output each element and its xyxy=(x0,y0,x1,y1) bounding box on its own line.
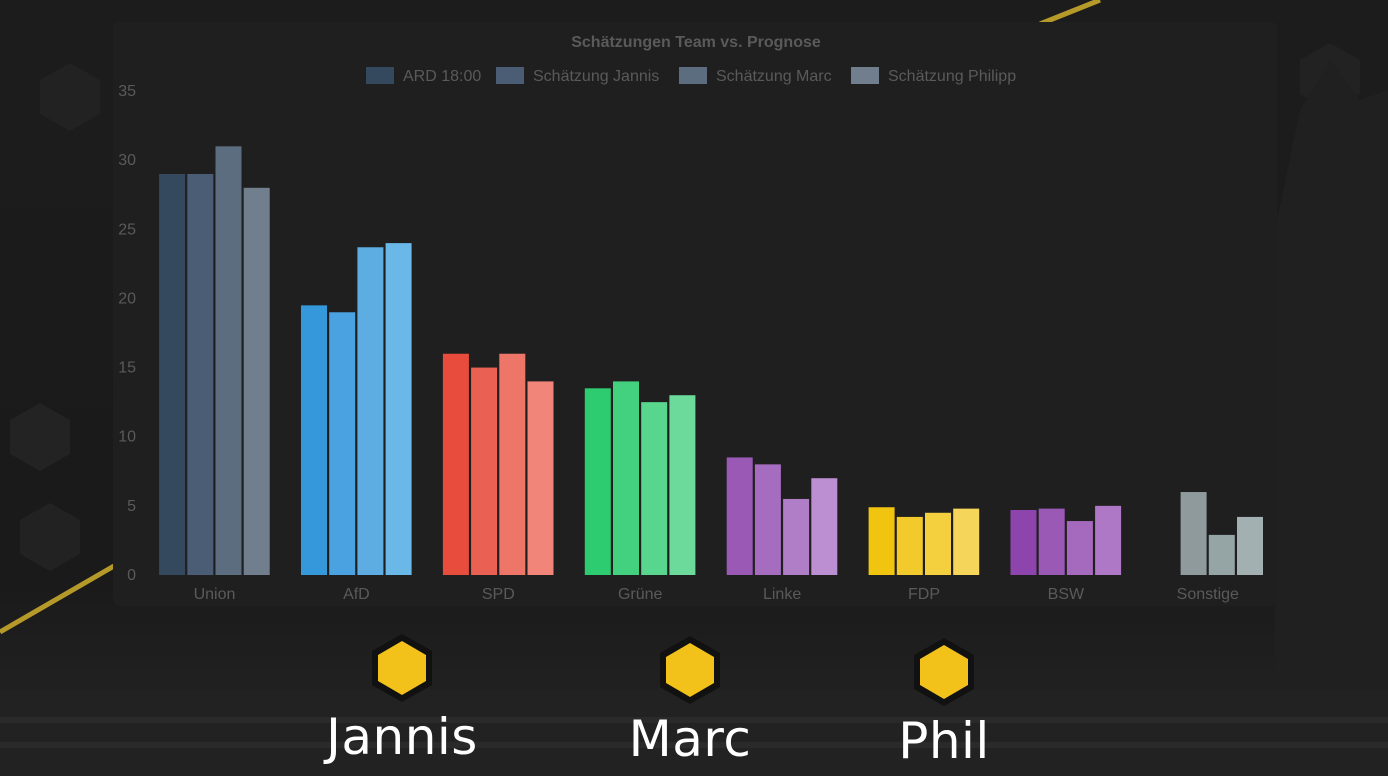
bar-linke-3[interactable] xyxy=(783,498,810,575)
bar-grüne-3[interactable] xyxy=(641,402,668,575)
legend-label-3[interactable]: Schätzung Marc xyxy=(716,68,832,85)
bar-spd-4[interactable] xyxy=(527,381,554,575)
x-tick-label: Grüne xyxy=(618,586,663,603)
legend-label-4[interactable]: Schätzung Philipp xyxy=(888,68,1016,85)
bar-linke-4[interactable] xyxy=(811,478,838,575)
x-tick-label: FDP xyxy=(908,586,940,603)
bar-afd-1[interactable] xyxy=(301,305,327,575)
y-tick-label: 25 xyxy=(118,221,136,238)
bar-sonstige-3[interactable] xyxy=(1208,534,1235,575)
chart-legend: ARD 18:00 Schätzung Jannis Schätzung Marc S… xyxy=(366,67,1016,85)
legend-swatch-3[interactable] xyxy=(679,67,707,84)
legend-swatch-4[interactable] xyxy=(851,67,879,84)
bar-afd-4[interactable] xyxy=(385,243,412,575)
x-tick-label: Linke xyxy=(763,586,801,603)
y-tick-label: 30 xyxy=(118,152,136,169)
x-axis: Union AfD SPD Grüne Linke FDP BSW Sonstige xyxy=(194,586,1239,603)
bar-fdp-3[interactable] xyxy=(925,512,951,575)
bar-sonstige-2[interactable] xyxy=(1180,492,1207,575)
bar-afd-2[interactable] xyxy=(329,312,356,575)
bar-union-2[interactable] xyxy=(187,173,214,575)
y-tick-label: 20 xyxy=(118,290,136,307)
bar-union-4[interactable] xyxy=(243,187,270,576)
bar-spd-3[interactable] xyxy=(499,353,526,575)
bar-bsw-1[interactable] xyxy=(1010,510,1037,575)
y-tick-label: 35 xyxy=(118,83,136,100)
x-tick-label: SPD xyxy=(482,586,515,603)
legend-label-1[interactable]: ARD 18:00 xyxy=(403,68,481,85)
x-tick-label: BSW xyxy=(1048,586,1085,603)
bar-grüne-1[interactable] xyxy=(584,388,611,575)
y-tick-label: 5 xyxy=(127,498,136,515)
bar-bsw-3[interactable] xyxy=(1066,521,1093,575)
bar-sonstige-4[interactable] xyxy=(1237,516,1263,575)
bar-union-3[interactable] xyxy=(215,146,242,576)
y-tick-label: 10 xyxy=(118,429,136,446)
bar-grüne-4[interactable] xyxy=(669,395,696,575)
y-axis: 0 5 10 15 20 25 30 35 xyxy=(118,83,136,584)
bar-union-1[interactable] xyxy=(159,173,186,575)
bar-fdp-2[interactable] xyxy=(896,516,923,575)
bars xyxy=(159,146,1263,576)
hex-badge-icon xyxy=(914,638,974,706)
bar-bsw-4[interactable] xyxy=(1095,505,1122,575)
y-tick-label: 0 xyxy=(127,567,136,584)
legend-swatch-2[interactable] xyxy=(496,67,524,84)
bar-linke-1[interactable] xyxy=(726,457,753,575)
team-member-name: Phil xyxy=(898,712,990,770)
team-member-name: Jannis xyxy=(326,708,478,766)
bar-fdp-1[interactable] xyxy=(868,507,895,575)
bar-spd-1[interactable] xyxy=(442,353,469,575)
bar-afd-3[interactable] xyxy=(357,247,384,575)
chart-title: Schätzungen Team vs. Prognose xyxy=(571,34,821,51)
x-tick-label: Union xyxy=(194,586,236,603)
x-tick-label: AfD xyxy=(343,586,370,603)
team-member-name: Marc xyxy=(628,710,752,768)
bar-fdp-4[interactable] xyxy=(953,508,980,575)
x-tick-label: Sonstige xyxy=(1177,586,1239,603)
bar-spd-2[interactable] xyxy=(471,367,498,575)
legend-label-2[interactable]: Schätzung Jannis xyxy=(533,68,659,85)
bar-grüne-2[interactable] xyxy=(613,381,639,575)
hex-badge-icon xyxy=(660,636,720,704)
legend-swatch-1[interactable] xyxy=(366,67,394,84)
y-tick-label: 15 xyxy=(118,360,136,377)
hex-badge-icon xyxy=(372,634,432,702)
bar-linke-2[interactable] xyxy=(754,464,781,575)
bar-bsw-2[interactable] xyxy=(1038,508,1065,575)
